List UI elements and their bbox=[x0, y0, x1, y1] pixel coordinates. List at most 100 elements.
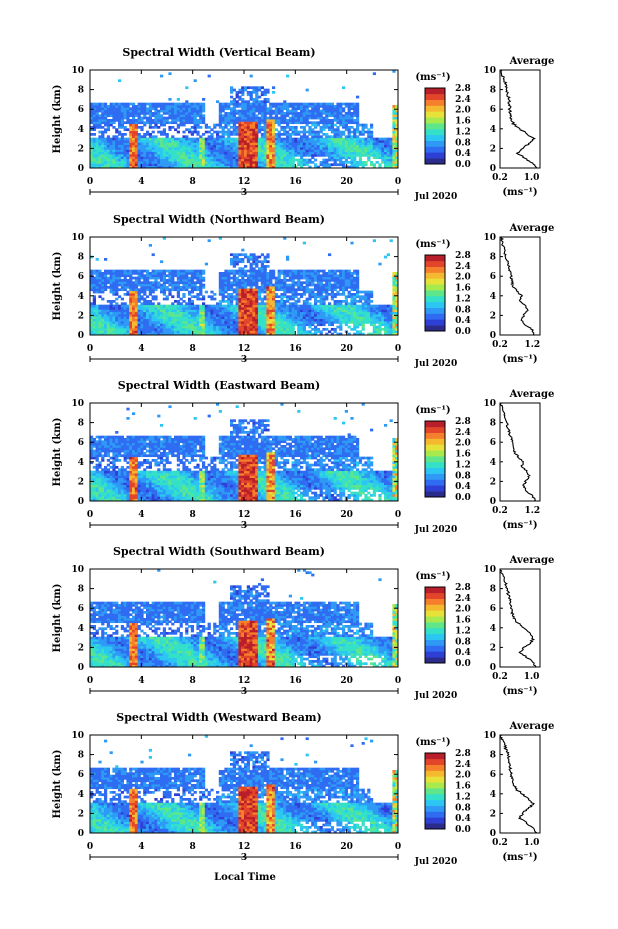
heatmap-cell bbox=[126, 330, 130, 334]
heatmap-cell bbox=[302, 109, 306, 113]
heatmap-cell bbox=[294, 307, 298, 310]
heatmap-cell bbox=[151, 137, 155, 141]
heatmap-cell bbox=[148, 318, 152, 322]
heatmap-cell bbox=[336, 119, 340, 122]
heatmap-cell bbox=[129, 300, 133, 303]
heatmap-cell bbox=[235, 309, 239, 313]
heatmap-cell bbox=[132, 314, 136, 317]
heatmap-cell bbox=[258, 156, 262, 160]
heatmap-cell bbox=[258, 325, 262, 329]
heatmap-cell bbox=[395, 137, 399, 141]
heatmap-cell bbox=[227, 121, 231, 125]
heatmap-cell bbox=[118, 318, 122, 322]
heatmap-cell bbox=[286, 330, 290, 334]
heatmap-cell bbox=[199, 269, 203, 273]
heatmap-cell bbox=[171, 154, 175, 157]
heatmap-cell bbox=[260, 156, 264, 160]
heatmap-cell bbox=[392, 116, 396, 120]
heatmap-cell bbox=[255, 165, 259, 169]
heatmap-cell bbox=[207, 328, 211, 331]
heatmap-cell bbox=[216, 316, 220, 320]
heatmap-cell bbox=[115, 286, 119, 289]
heatmap-cell bbox=[297, 105, 301, 108]
heatmap-cell bbox=[269, 272, 273, 275]
heatmap-cell bbox=[260, 288, 264, 292]
heatmap-cell bbox=[190, 321, 194, 324]
heatmap-cell bbox=[157, 328, 161, 331]
heatmap-cell bbox=[151, 318, 155, 322]
heatmap-cell bbox=[244, 283, 248, 287]
heatmap-cell bbox=[258, 330, 262, 334]
heatmap-cell bbox=[151, 283, 155, 287]
heatmap-cell bbox=[263, 107, 267, 111]
heatmap-cell bbox=[126, 163, 130, 167]
heatmap-cell bbox=[344, 302, 348, 306]
heatmap-cell bbox=[316, 290, 320, 294]
heatmap-cell bbox=[241, 267, 245, 271]
heatmap-cell bbox=[277, 316, 281, 320]
heatmap-cell bbox=[246, 274, 250, 278]
heatmap-cell bbox=[330, 293, 334, 296]
heatmap-cell bbox=[199, 330, 203, 334]
heatmap-cell bbox=[269, 130, 273, 134]
heatmap-cell bbox=[316, 142, 320, 146]
heatmap-cell bbox=[286, 300, 290, 303]
heatmap-cell bbox=[311, 154, 315, 157]
heatmap-cell bbox=[98, 119, 102, 122]
heatmap-cell bbox=[258, 119, 262, 122]
heatmap-cell bbox=[277, 272, 281, 275]
heatmap-cell bbox=[160, 156, 164, 160]
heatmap-cell bbox=[148, 112, 152, 115]
heatmap-cell bbox=[204, 165, 208, 169]
heatmap-cell bbox=[132, 332, 136, 336]
heatmap-cell bbox=[190, 274, 194, 278]
heatmap-cell bbox=[188, 293, 192, 296]
heatmap-cell bbox=[210, 318, 214, 322]
heatmap-cell bbox=[291, 163, 295, 167]
heatmap-cell bbox=[154, 318, 158, 322]
heatmap-cell bbox=[241, 123, 245, 127]
heatmap-cell bbox=[314, 130, 318, 134]
heatmap-cell bbox=[165, 102, 169, 106]
heatmap-cell bbox=[280, 163, 284, 167]
heatmap-cell bbox=[392, 161, 396, 164]
heatmap-cell bbox=[297, 158, 301, 162]
heatmap-cell bbox=[336, 130, 340, 134]
heatmap-cell bbox=[241, 151, 245, 155]
heatmap-cell bbox=[137, 325, 141, 329]
heatmap-cell bbox=[140, 128, 144, 132]
heatmap-cell bbox=[134, 107, 138, 111]
heatmap-cell bbox=[193, 325, 197, 329]
heatmap-cell bbox=[305, 144, 309, 148]
heatmap-cell bbox=[258, 321, 262, 324]
heatmap-cell bbox=[252, 262, 256, 266]
heatmap-cell bbox=[395, 140, 399, 143]
heatmap-cell bbox=[132, 304, 136, 308]
heatmap-cell bbox=[221, 321, 225, 324]
heatmap-cell bbox=[143, 330, 147, 334]
heatmap-cell bbox=[386, 140, 390, 143]
heatmap-cell bbox=[182, 279, 186, 282]
heatmap-cell bbox=[210, 151, 214, 155]
heatmap-cell bbox=[202, 314, 206, 317]
heatmap-cell bbox=[140, 149, 144, 153]
heatmap-cell bbox=[157, 276, 161, 280]
heatmap-cell bbox=[235, 105, 239, 108]
heatmap-cell bbox=[230, 288, 234, 292]
heatmap-cell bbox=[336, 279, 340, 282]
heatmap-cell bbox=[129, 133, 133, 136]
heatmap-cell bbox=[92, 119, 96, 122]
heatmap-cell bbox=[137, 281, 141, 285]
heatmap-cell bbox=[162, 307, 166, 310]
heatmap-cell bbox=[174, 102, 178, 106]
heatmap-cell bbox=[263, 318, 267, 322]
heatmap-cell bbox=[160, 151, 164, 155]
heatmap-cell bbox=[333, 119, 337, 122]
heatmap-cell bbox=[294, 323, 298, 327]
heatmap-cell bbox=[118, 269, 122, 273]
heatmap-cell bbox=[213, 123, 217, 127]
heatmap-cell bbox=[106, 149, 110, 153]
heatmap-cell bbox=[165, 133, 169, 136]
heatmap-cell bbox=[238, 156, 242, 160]
heatmap-cell bbox=[238, 147, 242, 150]
